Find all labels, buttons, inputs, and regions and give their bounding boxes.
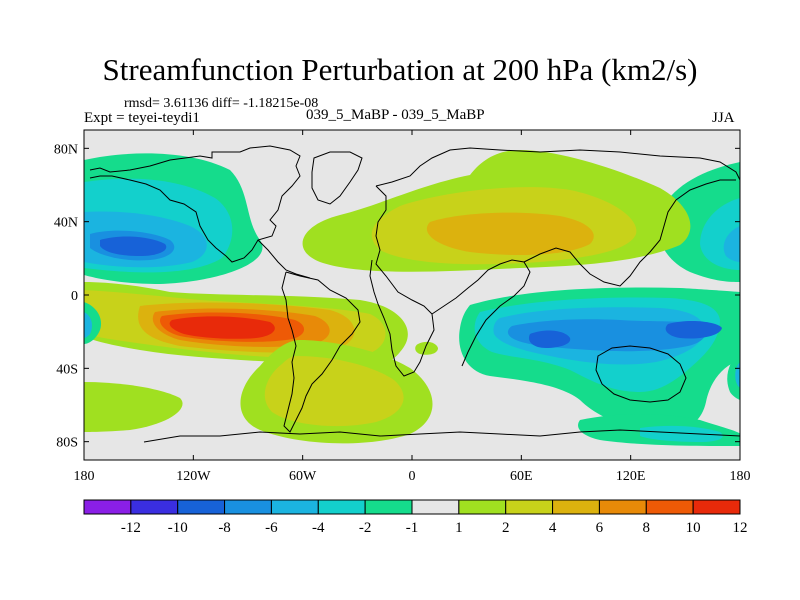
outline-eurasia — [375, 147, 740, 187]
contour-neg3-west-sh — [84, 312, 92, 338]
outline-asia-south — [523, 179, 736, 287]
outline-central-america — [257, 239, 311, 279]
contour-pos2-atlantic-sh — [264, 356, 404, 427]
lat-tick-label: 80N — [54, 142, 78, 157]
contour-pos3-eurasia — [426, 212, 594, 256]
colorbar-label: 12 — [733, 520, 748, 536]
contour-pos-small — [415, 341, 438, 355]
colorbar-box — [83, 499, 132, 515]
colorbar-label: 4 — [549, 520, 557, 536]
lon-tick-label: 60W — [289, 469, 317, 484]
contour-neg-east-sh — [727, 352, 740, 400]
colorbar-label: -12 — [121, 520, 141, 536]
colorbar-label: 1 — [455, 520, 463, 536]
contour-neg5-pacific-nh — [100, 236, 167, 256]
colorbar-label: 10 — [686, 520, 701, 536]
outline-australia — [595, 345, 687, 403]
contour-pos-sw-pacific — [84, 382, 183, 432]
colorbar-labels: -12 -10 -8 -6 -4 -2 -1 1 2 4 6 8 10 12 — [121, 520, 748, 536]
colorbar-box — [645, 499, 694, 515]
lon-tick-label: 0 — [409, 469, 416, 484]
lon-tick-label: 120W — [176, 469, 211, 484]
colorbar-label: -6 — [265, 520, 278, 536]
colorbar-label: -2 — [359, 520, 372, 536]
lon-tick-label: 180 — [74, 469, 95, 484]
colorbar-box — [411, 499, 460, 515]
colorbar-box — [364, 499, 413, 515]
contour-neg5-sh-band-a — [528, 330, 571, 348]
outline-greenland — [311, 151, 363, 205]
lat-tick-label: 40N — [54, 216, 78, 231]
outline-antarctica — [143, 429, 740, 443]
contour-pos6-band-west — [169, 316, 275, 339]
colorbar-label: 2 — [502, 520, 510, 536]
season-label: JJA — [712, 110, 735, 126]
outline-europe-africa-west — [369, 185, 435, 377]
contour-neg3-east-nh — [723, 226, 740, 262]
colorbar-label: -1 — [406, 520, 419, 536]
colorbar-box — [552, 499, 600, 515]
case-label: 039_5_MaBP - 039_5_MaBP — [306, 107, 485, 123]
colorbar-box — [458, 499, 507, 515]
colorbar-box — [177, 499, 226, 515]
colorbar-label: -8 — [218, 520, 231, 536]
contour-neg2-antarctic — [640, 425, 723, 442]
colorbar-box — [505, 499, 554, 515]
lat-tick-label: 80S — [56, 436, 78, 451]
experiment-label: Expt = teyei-teydi1 — [84, 110, 200, 126]
continent-outlines — [89, 145, 740, 443]
contour-neg5-sh-band-b — [665, 321, 722, 339]
colorbar-label: -10 — [168, 520, 188, 536]
colorbar-label: -4 — [312, 520, 325, 536]
colorbar-box — [270, 499, 319, 515]
colorbar-box — [130, 499, 179, 515]
colorbar-label: 8 — [643, 520, 651, 536]
outline-north-america — [89, 145, 301, 263]
lon-tick-label: 180 — [730, 469, 751, 484]
lat-tick-label: 0 — [71, 289, 78, 304]
colorbar-box — [224, 499, 272, 515]
latitude-labels: 80N 40N 0 40S 80S — [54, 142, 78, 450]
lon-tick-label: 120E — [616, 469, 646, 484]
colorbar-box — [692, 499, 741, 515]
map-field — [84, 130, 740, 460]
colorbar — [83, 499, 741, 515]
longitude-labels: 180 120W 60W 0 60E 120E 180 — [74, 469, 751, 484]
axis-ticks — [83, 130, 741, 460]
colorbar-box — [598, 499, 647, 515]
colorbar-box — [317, 499, 366, 515]
colorbar-label: 6 — [596, 520, 604, 536]
page-title: Streamfunction Perturbation at 200 hPa (… — [102, 52, 698, 87]
stats-text: rmsd= 3.61136 diff= -1.18215e-08 — [124, 96, 319, 111]
lat-tick-label: 40S — [56, 362, 78, 377]
lon-tick-label: 60E — [510, 469, 533, 484]
outline-south-america — [281, 271, 361, 433]
